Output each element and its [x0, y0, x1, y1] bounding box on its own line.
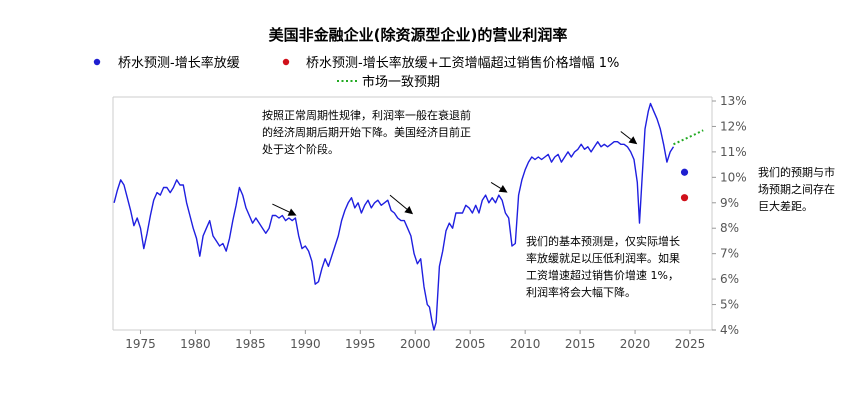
- annotation-gap-line-2: 场预期之间存在: [758, 182, 835, 196]
- annotation-forecast-line-4: 利润率将会大幅下降。: [526, 285, 636, 299]
- y-tick-label: 6%: [720, 272, 739, 286]
- annotation-arrow: [490, 181, 508, 193]
- y-tick-label: 12%: [720, 119, 747, 133]
- y-tick-label: 9%: [720, 196, 739, 210]
- annotation-cycle-line-3: 处于这个阶段。: [262, 142, 339, 156]
- annotation-arrow: [389, 194, 414, 215]
- forecast-points: [680, 168, 689, 202]
- x-tick-label: 2020: [620, 337, 651, 351]
- y-tick-label: 11%: [720, 145, 747, 159]
- x-tick-label: 2015: [565, 337, 596, 351]
- legend-marker-red: [282, 58, 290, 66]
- x-tick-label: 2005: [455, 337, 486, 351]
- annotation-arrow: [620, 131, 638, 145]
- x-tick-label: 2010: [510, 337, 541, 351]
- x-tick-label: 1990: [290, 337, 321, 351]
- y-axis-ticks: 4% 5% 6% 7% 8% 9% 10% 11% 12% 13%: [712, 94, 747, 337]
- forecast-point-slowdown: [680, 168, 689, 176]
- x-tick-label: 1985: [235, 337, 266, 351]
- annotation-forecast: 我们的基本预测是，仅实际增长 率放缓就足以压低利润率。如果 工资增速超过销售价增…: [526, 234, 684, 299]
- chart-title: 美国非金融企业(除资源型企业)的营业利润率: [269, 26, 568, 44]
- legend-label-green: 市场一致预期: [362, 74, 440, 90]
- x-axis-ticks: 1975 1980 1985 1990 1995 2000 2005 2010 2015 2020…: [125, 330, 705, 351]
- forecast-point-wage: [680, 194, 689, 202]
- x-tick-label: 1975: [125, 337, 156, 351]
- series-lines: [113, 102, 704, 331]
- y-tick-label: 4%: [720, 323, 739, 337]
- y-tick-label: 13%: [720, 94, 747, 108]
- x-tick-label: 1980: [180, 337, 211, 351]
- x-tick-label: 2000: [400, 337, 431, 351]
- plot-area: 4% 5% 6% 7% 8% 9% 10% 11% 12% 13% 1975 1980 1985 199…: [112, 94, 747, 351]
- y-tick-label: 5%: [720, 298, 739, 312]
- annotation-cycle-line-1: 按照正常周期性规律，利润率一般在衰退前: [262, 108, 471, 122]
- y-tick-label: 10%: [720, 170, 747, 184]
- series-line-consensus: [673, 129, 704, 146]
- annotation-forecast-line-2: 率放缓就足以压低利润率。如果: [526, 251, 680, 265]
- legend-marker-blue: [93, 58, 101, 66]
- annotation-cycle-line-2: 的经济周期后期开始下降。美国经济目前正: [262, 125, 471, 139]
- annotation-gap-line-3: 巨大差距。: [758, 199, 813, 213]
- legend-label-red: 桥水预测-增长率放缓+工资增幅超过销售价格增幅 1%: [306, 55, 619, 71]
- annotation-arrows: [272, 131, 638, 216]
- x-tick-label: 1995: [345, 337, 376, 351]
- legend-label-blue: 桥水预测-增长率放缓: [118, 55, 240, 71]
- x-tick-label: 2025: [675, 337, 706, 351]
- annotation-forecast-line-1: 我们的基本预测是，仅实际增长: [526, 234, 680, 248]
- annotation-forecast-line-3: 工资增速超过销售价增速 1%，: [526, 268, 679, 282]
- annotation-gap-line-1: 我们的预期与市: [758, 165, 835, 179]
- annotation-cycle: 按照正常周期性规律，利润率一般在衰退前 的经济周期后期开始下降。美国经济目前正 …: [262, 108, 475, 156]
- annotation-arrow: [272, 203, 297, 216]
- series-line-margin: [113, 102, 675, 331]
- y-tick-label: 8%: [720, 221, 739, 235]
- legend: 桥水预测-增长率放缓 桥水预测-增长率放缓+工资增幅超过销售价格增幅 1% 市场…: [93, 55, 619, 90]
- annotation-gap: 我们的预期与市 场预期之间存在 巨大差距。: [758, 165, 839, 213]
- y-tick-label: 7%: [720, 247, 739, 261]
